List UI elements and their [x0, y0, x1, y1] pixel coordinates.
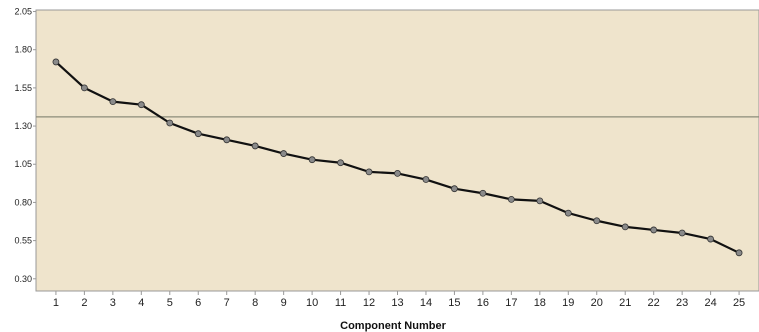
data-point: [564, 209, 572, 217]
data-point: [52, 58, 60, 66]
x-tick-label: 5: [167, 297, 173, 309]
y-axis: 0.30 0.55 0.80 1.05 1.30 1.55 1.80 2.05: [14, 7, 36, 284]
x-tick-label: 22: [648, 297, 660, 309]
x-axis: 1 2 3 4 5 6 7 8 9 10 11 12 13 14 15 16 17 18 19 20 21 22 23 24 2…: [53, 291, 745, 309]
x-tick-label: 21: [619, 297, 631, 309]
x-tick-label: 13: [391, 297, 403, 309]
x-tick-label: 3: [110, 297, 116, 309]
x-tick-label: 2: [81, 297, 87, 309]
data-point: [251, 142, 259, 150]
x-tick-label: 25: [733, 297, 745, 309]
data-point: [621, 223, 629, 231]
data-point: [308, 156, 316, 164]
data-point: [593, 217, 601, 225]
data-point: [80, 84, 88, 92]
x-tick-label: 1: [53, 297, 59, 309]
data-point: [650, 226, 658, 234]
data-point: [735, 249, 743, 257]
x-tick-label: 11: [335, 297, 346, 309]
y-tick-label: 1.55: [14, 83, 32, 93]
x-tick-label: 12: [363, 297, 375, 309]
y-tick-label: 1.30: [14, 121, 32, 131]
y-tick-label: 0.80: [14, 197, 32, 207]
data-point: [194, 130, 202, 138]
data-point: [223, 136, 231, 144]
x-axis-title: Component Number: [340, 320, 446, 332]
data-point: [536, 197, 544, 205]
y-tick-label: 0.55: [14, 236, 32, 246]
data-point: [166, 119, 174, 127]
data-point: [507, 195, 515, 203]
x-tick-label: 10: [306, 297, 318, 309]
data-point: [137, 101, 145, 109]
data-point: [394, 170, 401, 177]
y-tick-label: 1.05: [14, 159, 32, 169]
data-point: [109, 98, 117, 106]
data-point: [479, 189, 487, 197]
y-tick-label: 2.05: [14, 7, 32, 17]
x-tick-label: 4: [138, 297, 144, 309]
x-tick-label: 24: [704, 297, 716, 309]
x-tick-label: 6: [195, 297, 201, 309]
y-tick-label: 1.80: [14, 45, 32, 55]
data-points: [52, 58, 743, 257]
x-tick-label: 14: [420, 297, 432, 309]
x-tick-label: 23: [676, 297, 688, 309]
data-point: [707, 235, 715, 243]
x-tick-label: 19: [562, 297, 574, 309]
x-tick-label: 8: [252, 297, 258, 309]
y-tick-label: 0.30: [14, 274, 32, 284]
x-tick-label: 7: [224, 297, 230, 309]
plot-area: [35, 9, 759, 292]
data-point: [422, 176, 430, 183]
data-point: [678, 229, 686, 237]
data-point: [451, 185, 458, 193]
data-point: [337, 159, 344, 167]
data-point: [280, 150, 288, 157]
x-tick-label: 16: [477, 297, 489, 309]
x-tick-label: 17: [505, 297, 517, 309]
data-point: [365, 168, 373, 176]
x-tick-label: 9: [281, 297, 287, 309]
x-tick-label: 15: [448, 297, 460, 309]
x-tick-label: 18: [534, 297, 546, 309]
x-tick-label: 20: [591, 297, 603, 309]
